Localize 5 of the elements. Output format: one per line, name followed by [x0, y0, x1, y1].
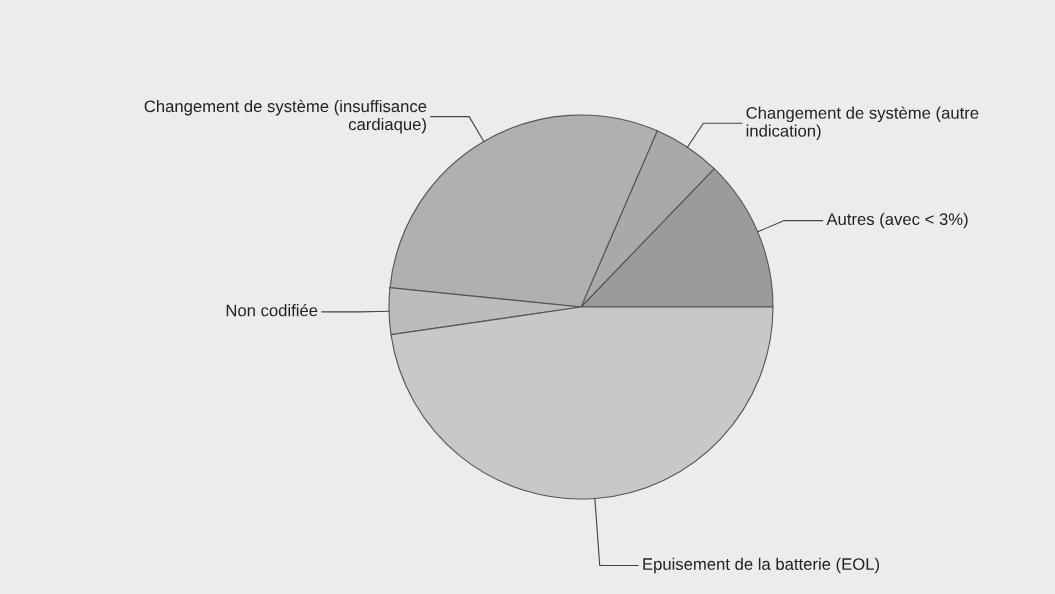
- slice-label: Changement de système (insuffisance cardiaque): [144, 99, 427, 134]
- slice-label: Non codifiée: [226, 303, 318, 317]
- slice-label: Epuisement de la batterie (EOL): [643, 557, 879, 574]
- slice-label: Changement de système (autre indication): [746, 106, 979, 141]
- slice-label: Autres (avec < 3%): [826, 212, 968, 229]
